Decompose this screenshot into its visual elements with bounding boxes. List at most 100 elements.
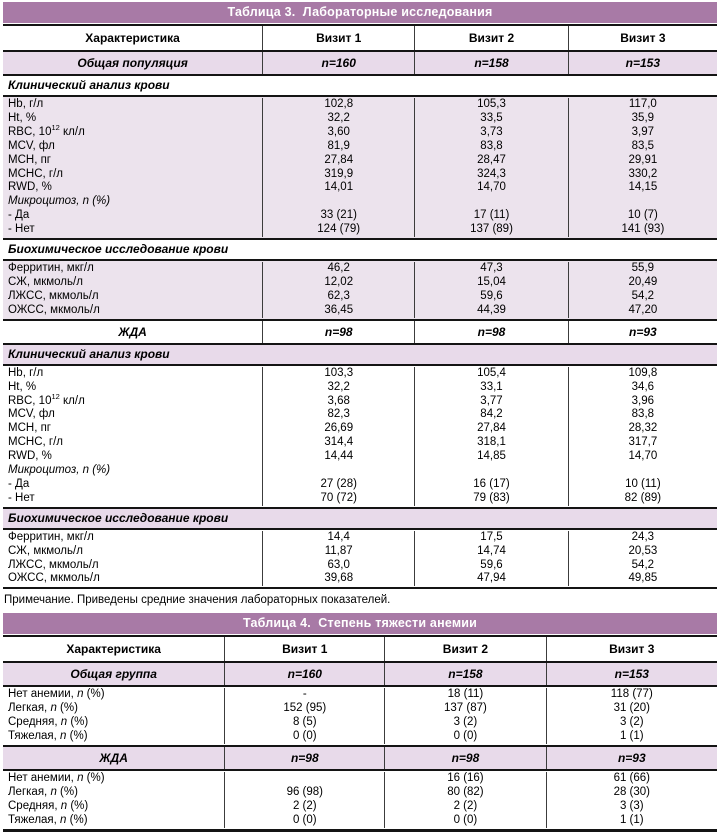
data-block: Ферритин, мкг/л 46,2 47,3 55,9 СЖ, мкмоль/л 1…: [3, 259, 717, 319]
cell-value: 16 (17): [414, 477, 568, 492]
section-header: Биохимическое исследование крови: [3, 506, 717, 528]
cell-value: 3,96: [567, 394, 717, 409]
data-block: Ферритин, мкг/л 14,4 17,5 24,3 СЖ, мкмоль/л 1…: [3, 527, 717, 588]
cell-value: 330,2: [567, 167, 717, 182]
cell-value: 105,3: [414, 98, 568, 112]
cell-value: 24,3: [567, 530, 717, 545]
cell-value: 8 (5): [224, 716, 384, 731]
table-row: ОЖСС, мкмоль/л 39,68 47,94 49,85: [3, 572, 717, 587]
row-label: Легкая, n (%): [8, 785, 78, 798]
table-row: Ht, % 32,2 33,1 34,6: [3, 380, 717, 395]
table-row: Нет анемии, n (%) -18 (11) 118 (77): [3, 688, 717, 703]
cell-value: 81,9: [262, 139, 414, 154]
cell-value: 14,70: [567, 450, 717, 465]
cell-value: 3,60: [262, 125, 414, 140]
row-label: ЛЖСС, мкмоль/л: [8, 289, 99, 302]
table-row: Легкая, n (%) 152 (95) 137 (87) 31 (20): [3, 702, 717, 717]
cell-value: 33 (21): [262, 209, 414, 224]
cell-value: 59,6: [414, 558, 568, 573]
cell-value: 314,4: [262, 436, 414, 451]
group-count: n=158: [384, 663, 545, 686]
cell-value: 12,02: [262, 275, 414, 290]
cell-value: 141 (93): [567, 223, 717, 238]
cell-value: 10 (11): [567, 477, 717, 492]
row-label: MCHC, г/л: [8, 167, 63, 180]
table-row: Ферритин, мкг/л 14,4 17,5 24,3: [3, 530, 717, 545]
cell-value: 318,1: [414, 436, 568, 451]
cell-value: 27,84: [414, 422, 568, 437]
table-row: - Да 33 (21) 17 (11) 10 (7): [3, 209, 717, 224]
row-label: - Да: [8, 209, 30, 222]
cell-value: 31 (20): [545, 702, 717, 717]
row-label: MCV, фл: [8, 408, 55, 421]
group-count: n=98: [384, 747, 545, 769]
column-header-visit3: Визит 3: [567, 26, 717, 50]
data-block: Hb, г/л 103,3 105,4 109,8 Ht, % 32,2 33,1 34,6 R…: [3, 363, 717, 507]
column-header-visit2: Визит 2: [414, 26, 568, 50]
row-label: Hb, г/л: [8, 98, 44, 110]
table-row: RWD, % 14,01 14,70 14,15: [3, 181, 717, 196]
group-row: ЖДА n=98 n=98 n=93: [3, 745, 717, 769]
cell-value: 20,53: [567, 544, 717, 559]
cell-value: 54,2: [567, 289, 717, 304]
cell-value: 0 (0): [224, 730, 384, 744]
cell-value: 16 (16): [384, 772, 545, 786]
cell-value: 83,5: [567, 139, 717, 154]
cell-value: 61 (66): [545, 772, 717, 786]
cell-value: [262, 464, 414, 478]
cell-value: 2 (2): [384, 799, 545, 814]
group-count: n=158: [414, 52, 568, 74]
cell-value: 63,0: [262, 558, 414, 573]
table4-body: Общая группа n=160 n=158 n=153 Нет анемии, n…: [3, 661, 717, 828]
column-header-characteristic: Характеристика: [85, 31, 180, 45]
cell-value: 117,0: [567, 98, 717, 112]
row-label: СЖ, мкмоль/л: [8, 275, 83, 288]
table-row: Ht, % 32,2 33,5 35,9: [3, 111, 717, 126]
cell-value: [567, 464, 717, 478]
table-row: Средняя, n (%) 2 (2) 2 (2) 3 (3): [3, 799, 717, 814]
cell-value: 70 (72): [262, 491, 414, 506]
cell-value: 32,2: [262, 380, 414, 395]
cell-value: 80 (82): [384, 785, 545, 800]
cell-value: [567, 195, 717, 210]
row-label: ЛЖСС, мкмоль/л: [8, 558, 99, 571]
row-label: Ферритин, мкг/л: [8, 262, 94, 275]
cell-value: 0 (0): [384, 813, 545, 828]
cell-value: -: [224, 688, 384, 703]
cell-value: 102,8: [262, 98, 414, 112]
cell-value: 84,2: [414, 408, 568, 423]
cell-value: 1 (1): [545, 813, 717, 828]
cell-value: 54,2: [567, 558, 717, 573]
group-row: Общая популяция n=160 n=158 n=153: [3, 50, 717, 74]
row-label: Hb, г/л: [8, 366, 44, 379]
cell-value: 27 (28): [262, 477, 414, 492]
cell-value: 317,7: [567, 436, 717, 451]
section-header: Клинический анализ крови: [3, 342, 717, 364]
section-header: Клинический анализ крови: [3, 74, 717, 95]
cell-value: 36,45: [262, 303, 414, 318]
row-label: Тяжелая, n (%): [8, 730, 88, 743]
table-row: MCH, пг 26,69 27,84 28,32: [3, 422, 717, 437]
cell-value: 137 (87): [384, 702, 545, 717]
table-row: MCHC, г/л 314,4 318,1 317,7: [3, 436, 717, 451]
cell-value: 34,6: [567, 380, 717, 395]
table-row: Тяжелая, n (%) 0 (0) 0 (0) 1 (1): [3, 813, 717, 828]
row-label: MCH, пг: [8, 422, 52, 435]
cell-value: 11,87: [262, 544, 414, 559]
row-label: Микроцитоз, n (%): [8, 195, 111, 208]
group-count: n=98: [414, 320, 568, 343]
row-label: RWD, %: [8, 450, 52, 463]
group-row: ЖДА n=98 n=98 n=93: [3, 318, 717, 343]
cell-value: 3,97: [567, 125, 717, 140]
cell-value: 20,49: [567, 275, 717, 290]
row-label: Нет анемии, n (%): [8, 772, 105, 784]
row-label: Ht, %: [8, 380, 37, 393]
table3-body: Общая популяция n=160 n=158 n=153 Клинически…: [3, 50, 717, 587]
table-row: - Нет 70 (72) 79 (83) 82 (89): [3, 491, 717, 506]
cell-value: 44,39: [414, 303, 568, 318]
cell-value: 47,94: [414, 572, 568, 587]
cell-value: 33,1: [414, 380, 568, 395]
column-header-visit1: Визит 1: [262, 26, 414, 50]
cell-value: 152 (95): [224, 702, 384, 717]
cell-value: 83,8: [414, 139, 568, 154]
